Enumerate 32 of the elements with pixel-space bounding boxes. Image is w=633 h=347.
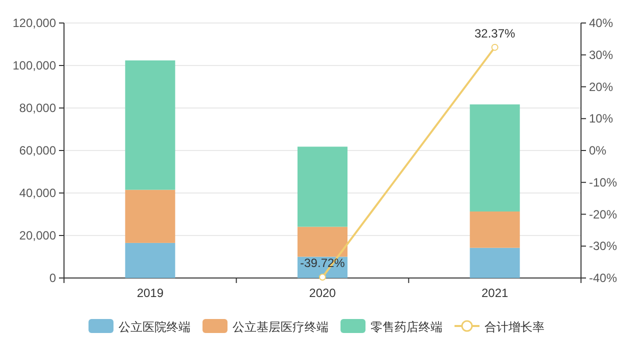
y-tick-label: 40,000 (19, 186, 56, 200)
y-tick-label: 120,000 (12, 16, 56, 30)
legend-label: 合计增长率 (484, 320, 544, 334)
y2-tick-label: 0% (589, 144, 607, 158)
x-tick-label: 2020 (309, 286, 336, 300)
y-tick-label: 100,000 (12, 58, 56, 72)
bar (470, 211, 520, 248)
y2-tick-label: 30% (589, 48, 614, 62)
y2-tick-label: 20% (589, 80, 614, 94)
legend-label: 零售药店终端 (370, 320, 442, 334)
y-tick-label: 0 (49, 271, 56, 285)
bar (298, 226, 348, 257)
y-tick-label: 80,000 (19, 101, 56, 115)
y2-tick-label: -20% (589, 207, 618, 222)
bar (470, 104, 520, 212)
x-tick-label: 2019 (136, 286, 164, 300)
x-tick-label: 2021 (481, 286, 509, 300)
bar (470, 248, 520, 278)
y2-tick-label: -30% (589, 239, 618, 254)
y2-tick-label: 10% (589, 112, 614, 126)
y-tick-label: 60,000 (19, 144, 56, 158)
bar (125, 190, 176, 243)
legend-label: 公立基层医疗终端 (232, 320, 328, 334)
legend-label: 公立医院终端 (118, 320, 190, 334)
bar (298, 146, 348, 227)
bar (125, 242, 176, 278)
bar (125, 60, 176, 190)
y-tick-label: 20,000 (19, 228, 56, 242)
data-label: 32.37% (474, 26, 516, 40)
y2-tick-label: -40% (589, 271, 618, 285)
y2-tick-label: -10% (589, 175, 618, 190)
y2-tick-label: 40% (589, 16, 614, 30)
